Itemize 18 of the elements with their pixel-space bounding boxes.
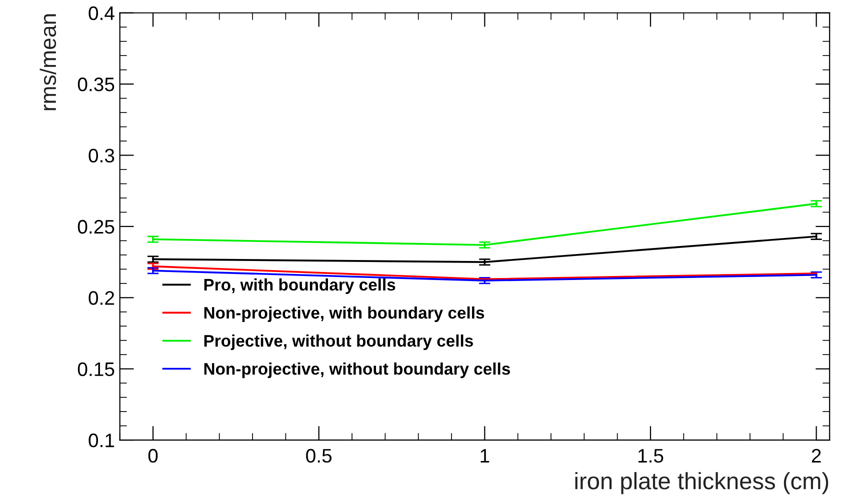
y-axis-title: rms/mean bbox=[40, 14, 56, 110]
legend-label: Pro, with boundary cells bbox=[204, 278, 396, 294]
y-tick-label: 0.3 bbox=[88, 148, 114, 162]
x-axis-title: iron plate thickness (cm) bbox=[575, 472, 828, 494]
x-tick-label: 1 bbox=[480, 449, 490, 462]
y-tick-label: 0.15 bbox=[78, 362, 114, 376]
x-tick-label: 2 bbox=[812, 448, 821, 462]
y-tick-label: 0.1 bbox=[88, 434, 114, 448]
y-tick-label: 0.35 bbox=[78, 78, 114, 92]
y-tick-label: 0.2 bbox=[88, 291, 114, 305]
legend-label: Projective, without boundary cells bbox=[204, 334, 473, 350]
x-tick-label: 0.5 bbox=[306, 448, 332, 463]
y-tick-label: 0.4 bbox=[88, 6, 114, 20]
legend-label: Non-projective, with boundary cells bbox=[204, 306, 484, 322]
legend-label: Non-projective, without boundary cells bbox=[204, 362, 510, 378]
x-tick-label: 1.5 bbox=[638, 449, 664, 463]
x-tick-label: 0 bbox=[148, 448, 158, 463]
y-tick-label: 0.25 bbox=[78, 220, 114, 234]
